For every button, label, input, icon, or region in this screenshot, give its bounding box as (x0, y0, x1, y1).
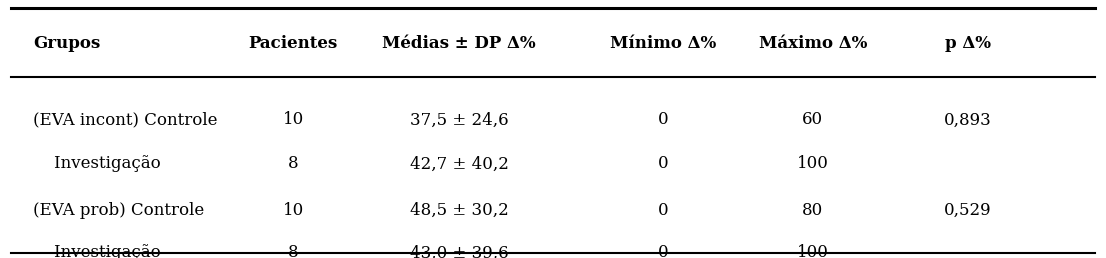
Text: 60: 60 (802, 111, 824, 128)
Text: Investigação: Investigação (33, 244, 161, 258)
Text: 10: 10 (282, 111, 304, 128)
Text: 80: 80 (802, 202, 824, 219)
Text: 0: 0 (658, 155, 669, 172)
Text: 43,0 ± 39,6: 43,0 ± 39,6 (409, 244, 509, 258)
Text: 37,5 ± 24,6: 37,5 ± 24,6 (409, 111, 509, 128)
Text: 0: 0 (658, 244, 669, 258)
Text: 42,7 ± 40,2: 42,7 ± 40,2 (409, 155, 509, 172)
Text: 48,5 ± 30,2: 48,5 ± 30,2 (409, 202, 509, 219)
Text: (EVA prob) Controle: (EVA prob) Controle (33, 202, 205, 219)
Text: 0,893: 0,893 (943, 111, 992, 128)
Text: 100: 100 (797, 244, 828, 258)
Text: (EVA incont) Controle: (EVA incont) Controle (33, 111, 218, 128)
Text: Grupos: Grupos (33, 35, 101, 52)
Text: 100: 100 (797, 155, 828, 172)
Text: 10: 10 (282, 202, 304, 219)
Text: Médias ± DP Δ%: Médias ± DP Δ% (383, 35, 535, 52)
Text: 0: 0 (658, 202, 669, 219)
Text: 8: 8 (288, 244, 299, 258)
Text: Máximo Δ%: Máximo Δ% (759, 35, 867, 52)
Text: Pacientes: Pacientes (249, 35, 337, 52)
Text: p Δ%: p Δ% (945, 35, 991, 52)
Text: 0,529: 0,529 (943, 202, 992, 219)
Text: 0: 0 (658, 111, 669, 128)
Text: Mínimo Δ%: Mínimo Δ% (611, 35, 717, 52)
Text: 8: 8 (288, 155, 299, 172)
Text: Investigação: Investigação (33, 155, 161, 172)
